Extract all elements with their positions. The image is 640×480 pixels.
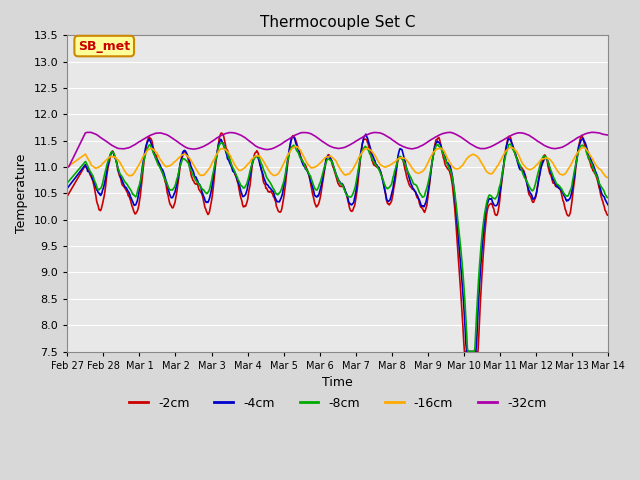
Legend: -2cm, -4cm, -8cm, -16cm, -32cm: -2cm, -4cm, -8cm, -16cm, -32cm	[124, 392, 551, 415]
-8cm	[212, 155, 220, 161]
-16cm	[73, 157, 81, 163]
X-axis label: Time: Time	[323, 376, 353, 389]
-32cm	[419, 142, 427, 148]
-4cm	[184, 153, 191, 159]
-8cm	[73, 168, 81, 174]
-16cm	[293, 144, 301, 149]
-2cm	[129, 204, 136, 210]
-8cm	[218, 140, 226, 146]
-2cm	[63, 193, 71, 199]
-4cm	[212, 155, 220, 161]
-8cm	[465, 348, 472, 354]
-16cm	[420, 167, 428, 173]
-8cm	[184, 159, 191, 165]
Line: -8cm: -8cm	[67, 143, 608, 351]
Line: -16cm: -16cm	[67, 146, 608, 178]
-16cm	[404, 159, 412, 165]
-8cm	[404, 169, 412, 175]
-8cm	[420, 194, 428, 200]
-4cm	[73, 172, 81, 178]
-16cm	[129, 172, 136, 178]
-16cm	[604, 175, 611, 180]
-4cm	[463, 348, 470, 354]
Line: -32cm: -32cm	[67, 132, 608, 167]
-2cm	[404, 178, 412, 184]
-2cm	[212, 157, 220, 163]
-2cm	[461, 348, 468, 354]
-16cm	[63, 164, 71, 170]
-32cm	[588, 130, 596, 135]
Line: -4cm: -4cm	[67, 134, 608, 351]
Y-axis label: Temperature: Temperature	[15, 154, 28, 233]
-4cm	[63, 185, 71, 191]
-32cm	[129, 143, 136, 149]
-16cm	[184, 154, 191, 159]
-2cm	[218, 130, 225, 136]
-32cm	[73, 147, 81, 153]
-32cm	[63, 164, 71, 170]
Line: -2cm: -2cm	[67, 133, 608, 351]
-8cm	[604, 194, 612, 200]
-32cm	[604, 132, 612, 138]
-2cm	[73, 177, 81, 182]
-32cm	[403, 145, 411, 151]
-8cm	[129, 192, 136, 197]
-8cm	[63, 180, 71, 186]
-32cm	[184, 145, 191, 151]
Title: Thermocouple Set C: Thermocouple Set C	[260, 15, 415, 30]
-16cm	[604, 175, 612, 180]
-4cm	[362, 131, 370, 137]
-4cm	[404, 170, 412, 176]
-4cm	[420, 204, 428, 210]
-2cm	[604, 213, 612, 218]
Text: SB_met: SB_met	[78, 39, 131, 53]
-2cm	[420, 208, 428, 214]
-16cm	[212, 152, 220, 158]
-32cm	[212, 135, 220, 141]
-4cm	[604, 202, 612, 208]
-2cm	[184, 154, 191, 159]
-4cm	[129, 199, 136, 204]
